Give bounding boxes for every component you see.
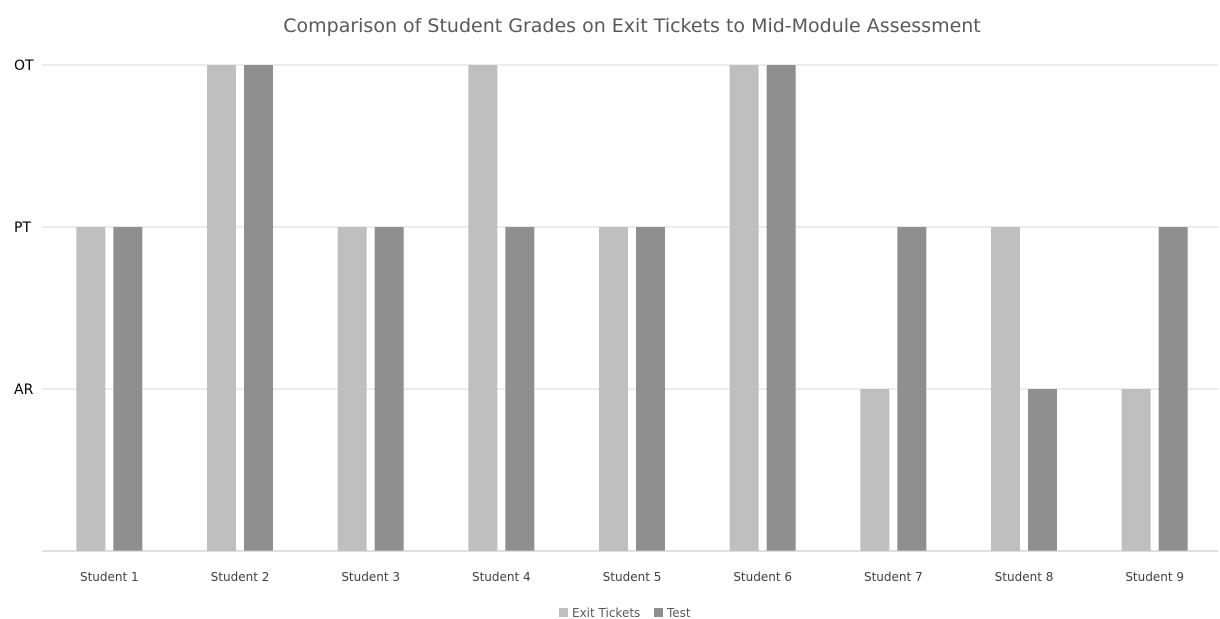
x-axis-ticks: Student 1 Student 2 Student 3 Student 4 Stud…: [80, 570, 1184, 584]
y-tick-label: AR: [14, 382, 34, 398]
bar-exit-tickets: [468, 65, 498, 551]
x-tick-label: Student 2: [211, 570, 270, 584]
bar-test: [766, 65, 796, 551]
x-tick-label: Student 9: [1125, 570, 1184, 584]
x-tick-label: Student 7: [864, 570, 923, 584]
x-tick-label: Student 3: [341, 570, 400, 584]
bar-test: [1028, 389, 1057, 551]
x-tick-label: Student 4: [472, 570, 531, 584]
bar-exit-tickets: [599, 227, 628, 551]
legend: Exit Tickets Test: [559, 606, 691, 619]
bars: [76, 65, 1188, 551]
bar-test: [244, 65, 273, 551]
x-tick-label: Student 8: [995, 570, 1054, 584]
chart-title: Comparison of Student Grades on Exit Tic…: [283, 15, 981, 37]
legend-label: Exit Tickets: [572, 606, 640, 619]
bar-exit-tickets: [207, 65, 236, 551]
y-tick-label: OT: [14, 58, 34, 74]
x-tick-label: Student 1: [80, 570, 139, 584]
bar-exit-tickets: [729, 65, 759, 551]
legend-swatch: [654, 608, 663, 617]
legend-swatch: [559, 608, 568, 617]
bar-test: [897, 227, 927, 551]
bar-test: [505, 227, 535, 551]
bar-test: [374, 227, 404, 551]
bar-test: [1158, 227, 1188, 551]
x-tick-label: Student 6: [733, 570, 792, 584]
legend-label: Test: [666, 606, 691, 619]
y-tick-label: PT: [14, 220, 31, 236]
gridlines: [42, 64, 1218, 390]
bar-exit-tickets: [76, 227, 106, 551]
bar-exit-tickets: [991, 227, 1020, 551]
bar-exit-tickets: [860, 389, 890, 551]
bar-test: [113, 227, 143, 551]
y-axis-ticks: AR PT OT: [14, 58, 34, 398]
bar-test: [636, 227, 665, 551]
bar-exit-tickets: [337, 227, 367, 551]
bar-exit-tickets: [1121, 389, 1151, 551]
x-tick-label: Student 5: [603, 570, 662, 584]
